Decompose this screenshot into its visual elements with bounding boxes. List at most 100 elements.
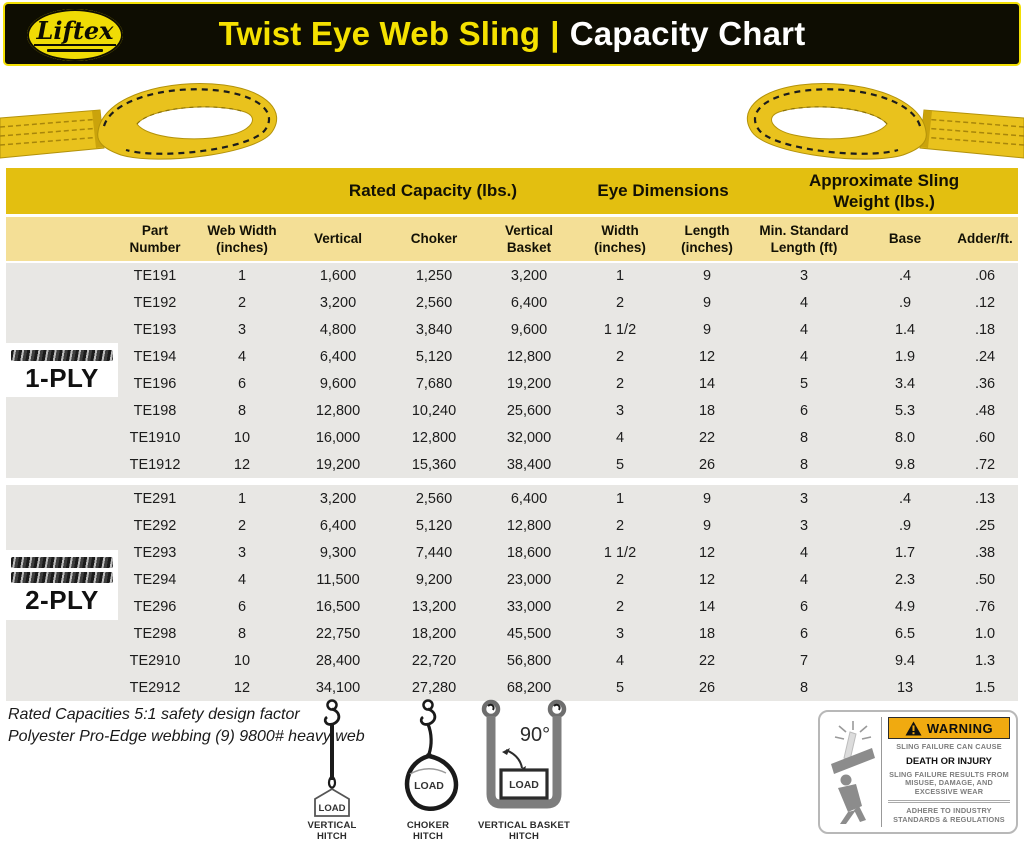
value-cell: 3 xyxy=(194,539,290,566)
title-secondary: Capacity Chart xyxy=(569,15,806,52)
value-cell: .60 xyxy=(952,424,1019,451)
value-cell: 10 xyxy=(194,424,290,451)
value-cell: 4 xyxy=(750,316,859,343)
ply-spacer-cell xyxy=(6,262,116,289)
brand-tagline-mark xyxy=(47,48,103,52)
part-number-cell: TE196 xyxy=(116,370,194,397)
value-cell: 9.4 xyxy=(858,647,953,674)
value-cell: 1 xyxy=(576,485,665,512)
value-cell: 6 xyxy=(194,370,290,397)
table-row: TE293 3 9,300 7,440 18,600 1 1/2 12 4 1.7.38 xyxy=(6,539,1019,566)
value-cell: 16,000 xyxy=(290,424,386,451)
value-cell: 6,400 xyxy=(290,512,386,539)
capacity-table-wrap: Rated Capacity (lbs.) Eye Dimensions App… xyxy=(6,168,1019,701)
liftex-logo: Liftex xyxy=(27,9,123,61)
webbing-texture-strip xyxy=(11,349,113,361)
part-number-cell: TE2912 xyxy=(116,674,194,701)
value-cell: .9 xyxy=(858,512,953,539)
value-cell: 2 xyxy=(576,512,665,539)
value-cell: .38 xyxy=(952,539,1019,566)
value-cell: 3,840 xyxy=(386,316,482,343)
column-header-row: Part Number Web Width (inches) Vertical … xyxy=(6,215,1019,263)
value-cell: 38,400 xyxy=(482,451,577,478)
ply-label-box-1ply: 1-PLY xyxy=(6,343,118,397)
column-header-eye-width: Width (inches) xyxy=(576,215,665,263)
table-row: TE2912 12 34,100 27,280 68,200 5 26 8 13 1.5 xyxy=(6,674,1019,701)
title-primary: Twist Eye Web Sling xyxy=(218,15,541,52)
load-label: LOAD xyxy=(319,803,346,814)
value-cell: 4 xyxy=(750,343,859,370)
value-cell: 3 xyxy=(576,620,665,647)
ply-label-text: 1-PLY xyxy=(25,362,99,393)
part-number-cell: TE194 xyxy=(116,343,194,370)
value-cell: 14 xyxy=(664,370,751,397)
sling-failure-pictogram xyxy=(824,717,882,827)
value-cell: 45,500 xyxy=(482,620,577,647)
choker-hitch-label: CHOKER HITCH xyxy=(406,820,450,842)
choker-hitch-drawing: LOAD xyxy=(404,699,459,811)
value-cell: 9,200 xyxy=(386,566,482,593)
value-cell: 12 xyxy=(664,539,751,566)
table-row: TE192 2 3,200 2,560 6,400 2 9 4.9.12 xyxy=(6,289,1019,316)
value-cell: 7,680 xyxy=(386,370,482,397)
value-cell: 2,560 xyxy=(386,485,482,512)
table-row: TE294 4 11,500 9,200 23,000 2 12 4 2.3.50 xyxy=(6,566,1019,593)
warning-detail-text: SLING FAILURE RESULTS FROM MISUSE, DAMAG… xyxy=(889,769,1009,796)
value-cell: 4 xyxy=(750,566,859,593)
part-number-cell: TE1910 xyxy=(116,424,194,451)
value-cell: 6,400 xyxy=(482,289,577,316)
warning-triangle-icon xyxy=(905,721,922,735)
value-cell: 56,800 xyxy=(482,647,577,674)
value-cell: 6 xyxy=(194,593,290,620)
value-cell: 22,750 xyxy=(290,620,386,647)
value-cell: 2 xyxy=(576,343,665,370)
ply-label-text: 2-PLY xyxy=(25,585,99,615)
value-cell: 6.5 xyxy=(858,620,953,647)
table-row: TE1910 10 16,000 12,800 32,000 4 22 8 8.0.60 xyxy=(6,424,1019,451)
load-label: LOAD xyxy=(414,780,444,792)
part-number-cell: TE294 xyxy=(116,566,194,593)
value-cell: 5 xyxy=(576,674,665,701)
value-cell: 22 xyxy=(664,424,751,451)
part-number-cell: TE293 xyxy=(116,539,194,566)
section-gap-row xyxy=(6,478,1019,485)
value-cell: 1.5 xyxy=(952,674,1019,701)
table-row: TE298 8 22,750 18,200 45,500 3 18 6 6.5 1.0 xyxy=(6,620,1019,647)
part-number-cell: TE291 xyxy=(116,485,194,512)
ply-spacer-cell xyxy=(6,647,116,674)
choker-hitch-figure: LOAD CHOKER HITCH xyxy=(386,698,470,842)
value-cell: 7 xyxy=(750,647,859,674)
warning-label: WARNING SLING FAILURE CAN CAUSE DEATH OR… xyxy=(818,710,1018,834)
value-cell: 26 xyxy=(664,674,751,701)
value-cell: .18 xyxy=(952,316,1019,343)
value-cell: .36 xyxy=(952,370,1019,397)
part-number-cell: TE198 xyxy=(116,397,194,424)
value-cell: 10,240 xyxy=(386,397,482,424)
part-number-cell: TE193 xyxy=(116,316,194,343)
value-cell: 14 xyxy=(664,593,751,620)
column-header-min-standard-length: Min. Standard Length (ft) xyxy=(750,215,859,263)
value-cell: 1.9 xyxy=(858,343,953,370)
value-cell: .13 xyxy=(952,485,1019,512)
ply-spacer-cell xyxy=(6,451,116,478)
part-number-cell: TE298 xyxy=(116,620,194,647)
value-cell: 1 1/2 xyxy=(576,539,665,566)
value-cell: 3.4 xyxy=(858,370,953,397)
value-cell: 1 xyxy=(194,262,290,289)
ply-spacer-cell xyxy=(6,289,116,316)
column-header-part-number: Part Number xyxy=(116,215,194,263)
value-cell: 2 xyxy=(576,566,665,593)
part-number-cell: TE191 xyxy=(116,262,194,289)
value-cell: 22 xyxy=(664,647,751,674)
value-cell: 8 xyxy=(750,424,859,451)
value-cell: 3,200 xyxy=(290,289,386,316)
value-cell: .76 xyxy=(952,593,1019,620)
title-bar: Liftex Twist Eye Web Sling | Capacity Char… xyxy=(3,2,1021,66)
value-cell: 9 xyxy=(664,316,751,343)
value-cell: 32,000 xyxy=(482,424,577,451)
value-cell: 9 xyxy=(664,262,751,289)
value-cell: 12,800 xyxy=(482,512,577,539)
value-cell: 18 xyxy=(664,620,751,647)
value-cell: 9 xyxy=(664,485,751,512)
value-cell: 12 xyxy=(664,343,751,370)
